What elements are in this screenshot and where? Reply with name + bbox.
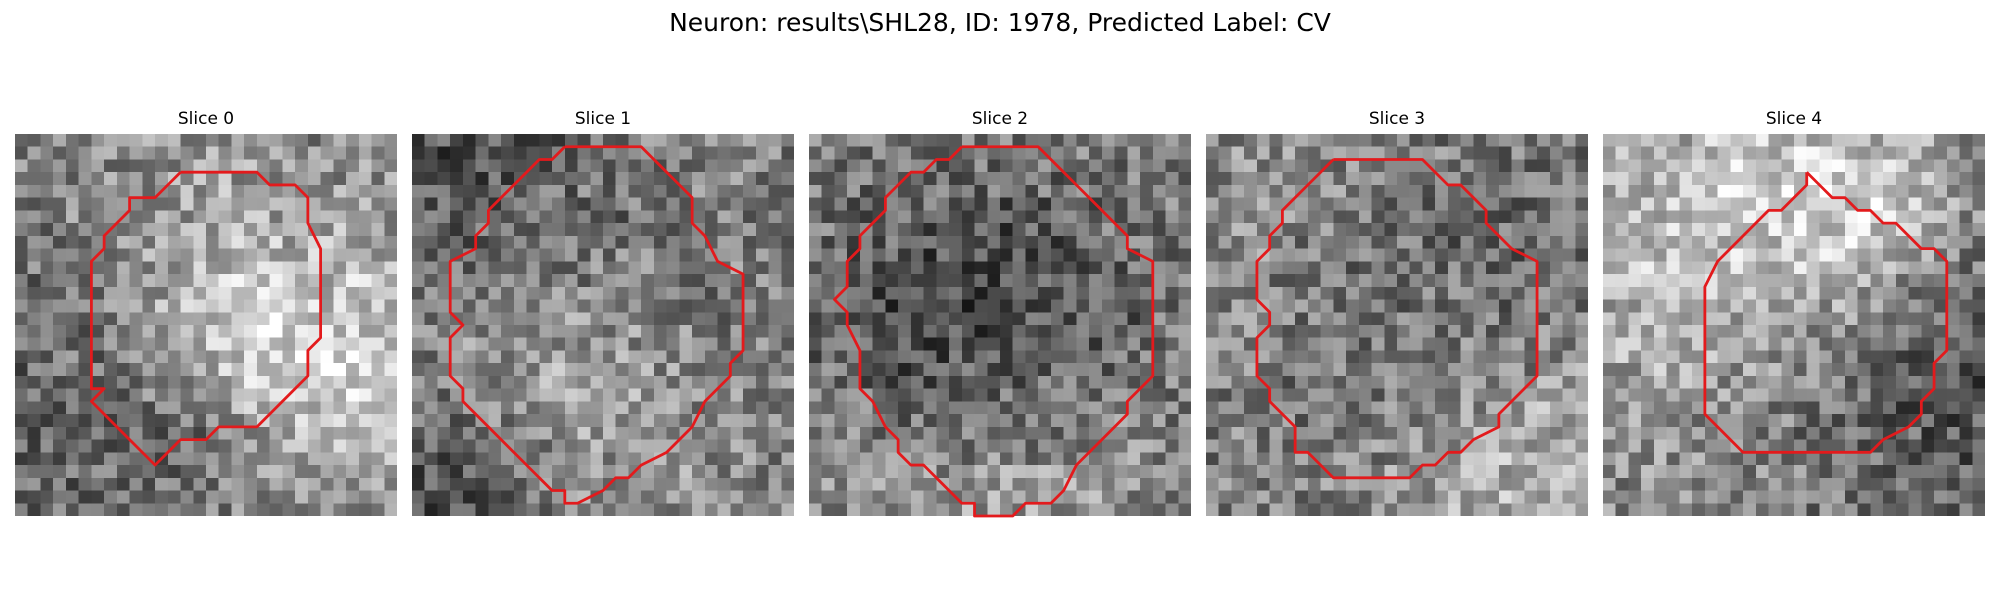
contour-overlay xyxy=(1703,171,1949,454)
contour-overlay xyxy=(833,145,1155,518)
neuron-contour xyxy=(89,170,323,467)
neuron-contour xyxy=(448,145,745,505)
neuron-contour xyxy=(833,145,1155,518)
grayscale-slice-image xyxy=(15,134,397,516)
slice-panel-1: Slice 1 xyxy=(412,108,794,516)
contour-overlay xyxy=(89,170,323,467)
slice-title: Slice 4 xyxy=(1765,109,1823,129)
neuron-contour xyxy=(1255,158,1539,480)
slice-panel-3: Slice 3 xyxy=(1206,108,1588,516)
slice-panel-2: Slice 2 xyxy=(809,108,1191,518)
neuron-contour xyxy=(1703,171,1949,454)
slice-title: Slice 3 xyxy=(1368,109,1426,129)
contour-overlay xyxy=(448,145,745,505)
figure-title: Neuron: results\SHL28, ID: 1978, Predict… xyxy=(669,8,1331,37)
slice-panel-0: Slice 0 xyxy=(15,108,397,516)
grayscale-slice-image xyxy=(412,134,794,516)
slice-panel-4: Slice 4 xyxy=(1603,108,1985,516)
grayscale-slice-image xyxy=(809,134,1191,516)
slice-title: Slice 1 xyxy=(574,109,632,129)
contour-overlay xyxy=(1255,158,1539,480)
slice-title: Slice 0 xyxy=(177,109,235,129)
slice-title: Slice 2 xyxy=(971,109,1029,129)
